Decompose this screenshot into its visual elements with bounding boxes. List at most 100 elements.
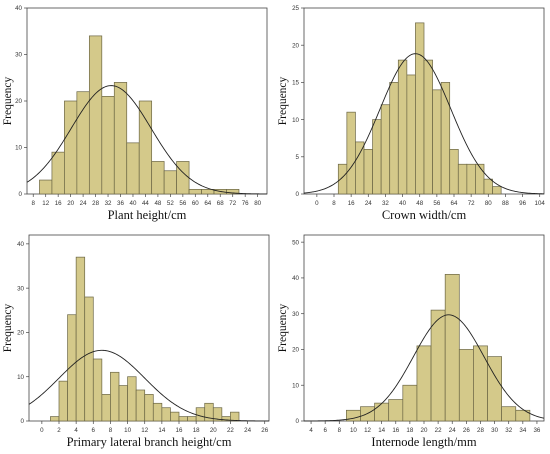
normal-curve bbox=[303, 53, 545, 195]
histogram-bar bbox=[406, 74, 416, 195]
x-tick-label: 24 bbox=[449, 427, 456, 434]
histogram-bar bbox=[355, 141, 365, 195]
x-tick-label: 20 bbox=[67, 200, 74, 207]
chart-svg: 8 12 16 20 24 28 32 36 40 44 48 52 56 60 64 68 72 76 80 0 10… bbox=[2, 5, 268, 222]
y-tick-label: 40 bbox=[15, 5, 22, 12]
histogram-bar bbox=[432, 89, 442, 195]
y-axis-label: Frequency bbox=[277, 303, 289, 352]
x-tick-label: 24 bbox=[365, 200, 372, 207]
x-tick-label: 4 bbox=[309, 427, 313, 434]
x-tick-label: 16 bbox=[392, 427, 399, 434]
histogram-bar bbox=[76, 91, 90, 195]
x-tick-label: 0 bbox=[315, 200, 319, 207]
x-tick-label: 6 bbox=[323, 427, 327, 434]
x-tick-label: 28 bbox=[92, 200, 99, 207]
x-tick-label: 24 bbox=[80, 200, 87, 207]
histogram-bar bbox=[416, 345, 432, 422]
histogram-bar bbox=[372, 119, 382, 195]
histogram-bar bbox=[458, 349, 474, 422]
histogram-bar bbox=[113, 82, 128, 195]
x-axis-label: Internode length/mm bbox=[371, 435, 476, 449]
x-tick-label: 48 bbox=[416, 200, 423, 207]
x-tick-label: 10 bbox=[124, 427, 131, 434]
y-tick-label: 20 bbox=[15, 98, 22, 105]
y-tick-label: 20 bbox=[17, 330, 24, 337]
histogram-bar bbox=[170, 411, 180, 422]
x-tick-label: 56 bbox=[433, 200, 440, 207]
histogram-bar bbox=[430, 309, 446, 422]
x-tick-label: 68 bbox=[217, 200, 224, 207]
chart-svg: 0 8 16 24 32 40 48 56 64 72 80 88 96 104 0 5 10 15 20 25 Cro… bbox=[277, 5, 546, 222]
histogram-bar bbox=[402, 384, 418, 422]
y-tick-label: 0 bbox=[21, 418, 25, 425]
histogram-internode-length: 4 6 8 10 12 14 16 18 20 22 24 26 28 30 32 34 36 0 10 20 30 40… bbox=[275, 227, 550, 454]
x-tick-label: 20 bbox=[421, 427, 428, 434]
x-tick-label: 48 bbox=[154, 200, 161, 207]
chart-svg: 4 6 8 10 12 14 16 18 20 22 24 26 28 30 32 34 36 0 10 20 30 40… bbox=[277, 234, 545, 449]
y-tick-label: 0 bbox=[296, 191, 300, 198]
histogram-bar bbox=[492, 186, 502, 195]
histogram-bar bbox=[178, 416, 188, 422]
histogram-bar bbox=[152, 402, 163, 422]
histogram-bar bbox=[483, 178, 493, 195]
x-tick-label: 32 bbox=[505, 427, 512, 434]
x-tick-label: 40 bbox=[130, 200, 137, 207]
x-tick-label: 16 bbox=[55, 200, 62, 207]
y-tick-label: 40 bbox=[292, 275, 299, 282]
y-tick-label: 10 bbox=[292, 382, 299, 389]
y-tick-label: 0 bbox=[296, 418, 300, 425]
x-tick-label: 16 bbox=[176, 427, 183, 434]
histogram-bar bbox=[50, 416, 60, 422]
x-tick-label: 8 bbox=[338, 427, 342, 434]
x-tick-label: 26 bbox=[261, 427, 268, 434]
x-tick-label: 56 bbox=[179, 200, 186, 207]
x-tick-label: 26 bbox=[463, 427, 470, 434]
histogram-bar bbox=[51, 151, 65, 195]
x-tick-label: 8 bbox=[109, 427, 113, 434]
x-tick-label: 24 bbox=[244, 427, 251, 434]
x-tick-label: 10 bbox=[350, 427, 357, 434]
histogram-bar bbox=[212, 407, 223, 422]
histogram-bar bbox=[444, 273, 460, 422]
x-tick-label: 80 bbox=[254, 200, 261, 207]
histogram-bar bbox=[101, 95, 115, 195]
x-tick-label: 22 bbox=[227, 427, 234, 434]
histogram-bar bbox=[457, 163, 468, 195]
x-tick-label: 16 bbox=[348, 200, 355, 207]
y-tick-label: 15 bbox=[292, 80, 299, 87]
histogram-bar bbox=[188, 189, 202, 195]
x-tick-label: 88 bbox=[502, 200, 509, 207]
histogram-bar bbox=[415, 22, 425, 195]
x-tick-label: 40 bbox=[399, 200, 406, 207]
x-tick-label: 8 bbox=[32, 200, 36, 207]
x-tick-label: 20 bbox=[210, 427, 217, 434]
x-tick-label: 2 bbox=[57, 427, 61, 434]
histogram-bar bbox=[176, 161, 190, 195]
x-tick-label: 32 bbox=[382, 200, 389, 207]
histogram-bar bbox=[195, 407, 206, 422]
x-tick-label: 28 bbox=[477, 427, 484, 434]
x-tick-label: 22 bbox=[435, 427, 442, 434]
histogram-bar bbox=[151, 161, 165, 195]
x-tick-label: 104 bbox=[535, 200, 546, 207]
x-tick-label: 64 bbox=[451, 200, 458, 207]
normal-curve bbox=[26, 85, 268, 195]
y-tick-label: 10 bbox=[292, 117, 299, 124]
x-tick-label: 52 bbox=[167, 200, 174, 207]
histogram-bar bbox=[92, 358, 103, 422]
histogram-bar bbox=[39, 179, 53, 195]
y-tick-label: 20 bbox=[292, 347, 299, 354]
histogram-bar bbox=[187, 416, 197, 422]
histogram-bar bbox=[501, 406, 517, 422]
histogram-bar bbox=[475, 163, 485, 195]
x-tick-label: 36 bbox=[117, 200, 124, 207]
histogram-bar bbox=[449, 149, 459, 195]
histogram-bar bbox=[110, 371, 120, 422]
y-tick-label: 10 bbox=[15, 145, 22, 152]
histogram-bar bbox=[144, 394, 154, 422]
x-tick-label: 34 bbox=[519, 427, 526, 434]
x-tick-label: 12 bbox=[42, 200, 49, 207]
y-tick-label: 40 bbox=[17, 241, 24, 248]
histogram-bar bbox=[363, 149, 373, 195]
x-tick-label: 96 bbox=[519, 200, 526, 207]
